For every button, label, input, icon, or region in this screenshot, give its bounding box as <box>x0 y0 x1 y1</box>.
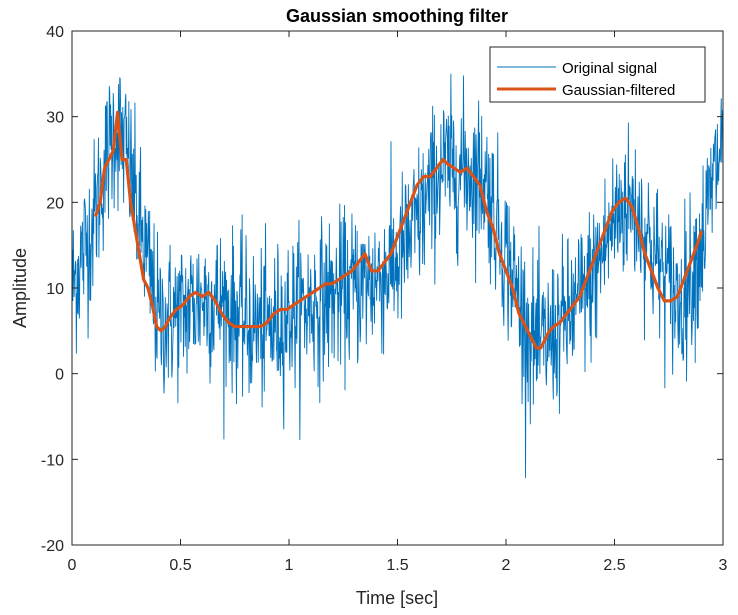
y-tick-label: -20 <box>41 538 64 555</box>
y-tick-label: 10 <box>46 281 64 298</box>
series-gaussian-filtered-line <box>94 110 703 350</box>
axes: 0 0.5 1 1.5 2 2.5 3 -20 -10 0 10 20 30 40 <box>41 24 728 574</box>
x-tick-label: 1 <box>285 557 294 574</box>
plot-area <box>72 73 723 479</box>
legend: Original signal Gaussian-filtered <box>489 46 706 103</box>
y-tick-label: 30 <box>46 110 64 127</box>
x-axis-label: Time [sec] <box>356 588 438 608</box>
y-tick-label: 40 <box>46 24 64 41</box>
x-tick-label: 2 <box>502 557 511 574</box>
legend-label-original: Original signal <box>562 60 657 77</box>
series-original-signal-line <box>72 73 723 479</box>
x-tick-label: 0 <box>68 557 77 574</box>
y-axis-label: Amplitude <box>10 248 30 328</box>
x-tick-label: 3 <box>719 557 728 574</box>
legend-box <box>489 46 706 103</box>
y-tick-label: 20 <box>46 195 64 212</box>
legend-label-filtered: Gaussian-filtered <box>562 82 675 99</box>
chart-title: Gaussian smoothing filter <box>286 6 508 26</box>
y-tick-label: 0 <box>55 367 64 384</box>
x-tick-label: 1.5 <box>386 557 408 574</box>
x-tick-label: 0.5 <box>169 557 191 574</box>
x-tick-label: 2.5 <box>603 557 625 574</box>
y-tick-label: -10 <box>41 452 64 469</box>
